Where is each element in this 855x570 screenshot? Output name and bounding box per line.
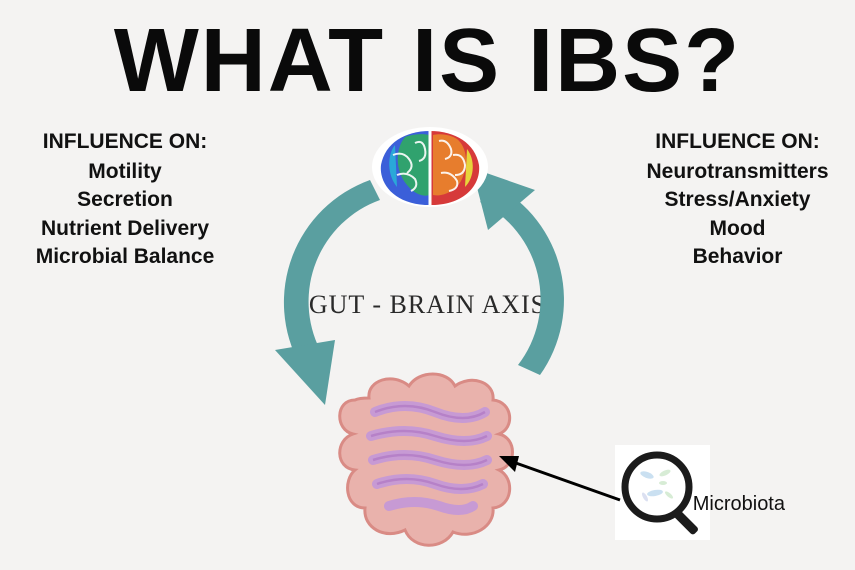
list-item: Behavior	[625, 243, 850, 271]
list-item: Microbial Balance	[10, 243, 240, 271]
brain-icon	[372, 127, 488, 207]
pointer-arrow-icon	[495, 450, 625, 510]
list-item: Neurotransmitters	[625, 158, 850, 186]
right-influence-list: INFLUENCE ON: Neurotransmitters Stress/A…	[625, 130, 850, 271]
right-list-header: INFLUENCE ON:	[625, 130, 850, 154]
cycle-arrow-left-icon	[275, 180, 380, 405]
gut-icon	[340, 374, 513, 545]
list-item: Motility	[10, 158, 240, 186]
page-title: WHAT IS IBS?	[0, 10, 855, 113]
left-list-header: INFLUENCE ON:	[10, 130, 240, 154]
cycle-arrow-right-icon	[472, 168, 564, 375]
microbiota-label: Microbiota	[693, 493, 785, 516]
left-influence-list: INFLUENCE ON: Motility Secretion Nutrien…	[10, 130, 240, 271]
list-item: Nutrient Delivery	[10, 215, 240, 243]
list-item: Stress/Anxiety	[625, 186, 850, 214]
list-item: Mood	[625, 215, 850, 243]
list-item: Secretion	[10, 186, 240, 214]
